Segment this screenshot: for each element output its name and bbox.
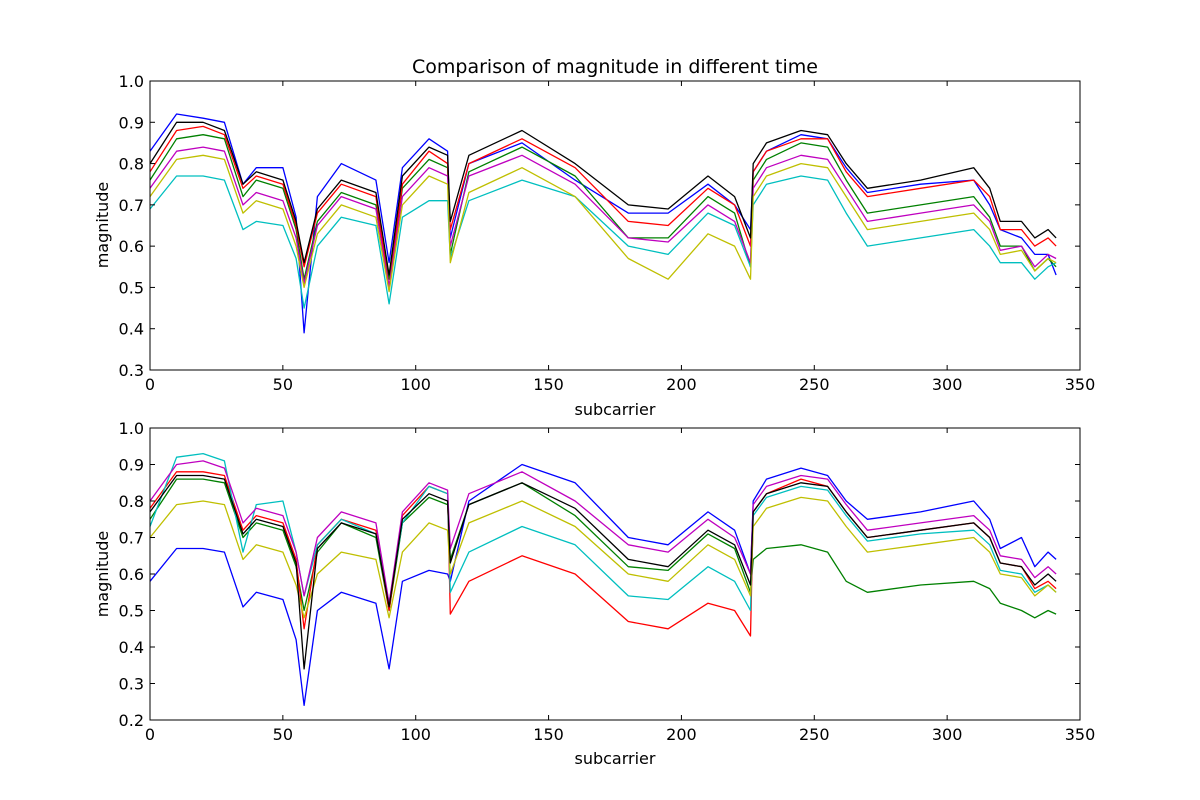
y-tick-label: 0.5 [119,602,144,621]
y-tick-label: 0.5 [119,278,144,297]
axes-frame-top [149,80,1081,371]
x-tick-label: 50 [273,375,293,394]
axes-frame-bottom [149,427,1081,721]
y-tick-label: 0.7 [119,196,144,215]
x-tick-label: 100 [400,375,431,394]
x-tick-label: 350 [1065,725,1096,744]
series-line-2 [149,478,1057,619]
series-line-1 [149,463,1057,707]
series-line-7 [149,121,1057,276]
y-tick-label: 0.6 [119,565,144,584]
x-axis-label-top: subcarrier [575,400,656,419]
y-tick-label: 0.9 [119,113,144,132]
y-axis-label-top: magnitude [93,182,112,269]
y-tick-label: 0.3 [119,675,144,694]
series-line-6 [149,496,1057,619]
x-tick-label: 300 [932,725,963,744]
x-tick-label: 150 [533,375,564,394]
ticks-layer-top: 0 50 100 150 200 250 300 350 0.3 0.4 0.5 0.6 0.7 0.8 0… [119,72,1096,394]
x-tick-label: 0 [145,375,155,394]
y-tick-label: 0.8 [119,492,144,511]
series-line-4 [149,452,1057,612]
y-tick-label: 0.7 [119,529,144,548]
x-tick-label: 150 [533,725,564,744]
series-layer-bottom [149,452,1057,707]
series-line-7 [149,474,1057,670]
chart-title: Comparison of magnitude in different tim… [412,56,818,78]
x-tick-label: 300 [932,375,963,394]
series-line-5 [149,460,1057,604]
x-tick-label: 250 [799,375,830,394]
y-tick-label: 0.8 [119,155,144,174]
y-tick-label: 0.9 [119,456,144,475]
series-line-2 [149,134,1057,280]
x-tick-label: 0 [145,725,155,744]
plot-bottom: 0 50 100 150 200 250 300 350 0.2 0.3 0.4 0.5 0.6 0.7 0… [93,419,1095,768]
series-line-1 [149,113,1057,334]
x-tick-label: 350 [1065,375,1096,394]
y-tick-label: 0.3 [119,361,144,380]
y-tick-label: 1.0 [119,419,144,438]
x-tick-label: 50 [273,725,293,744]
y-axis-label-bottom: magnitude [93,531,112,618]
ticks-layer-bottom: 0 50 100 150 200 250 300 350 0.2 0.3 0.4 0.5 0.6 0.7 0… [119,419,1096,744]
x-axis-label-bottom: subcarrier [575,749,656,768]
y-tick-label: 0.6 [119,237,144,256]
x-tick-label: 250 [799,725,830,744]
x-tick-label: 200 [666,725,697,744]
x-tick-label: 200 [666,375,697,394]
y-tick-label: 0.2 [119,711,144,730]
series-layer-top [149,113,1057,334]
y-tick-label: 0.4 [119,320,144,339]
series-line-5 [149,146,1057,289]
plot-top: Comparison of magnitude in different tim… [93,56,1095,419]
y-tick-label: 1.0 [119,72,144,91]
series-line-6 [149,154,1057,293]
x-tick-label: 100 [400,725,431,744]
series-line-3 [149,125,1057,289]
y-tick-label: 0.4 [119,638,144,657]
